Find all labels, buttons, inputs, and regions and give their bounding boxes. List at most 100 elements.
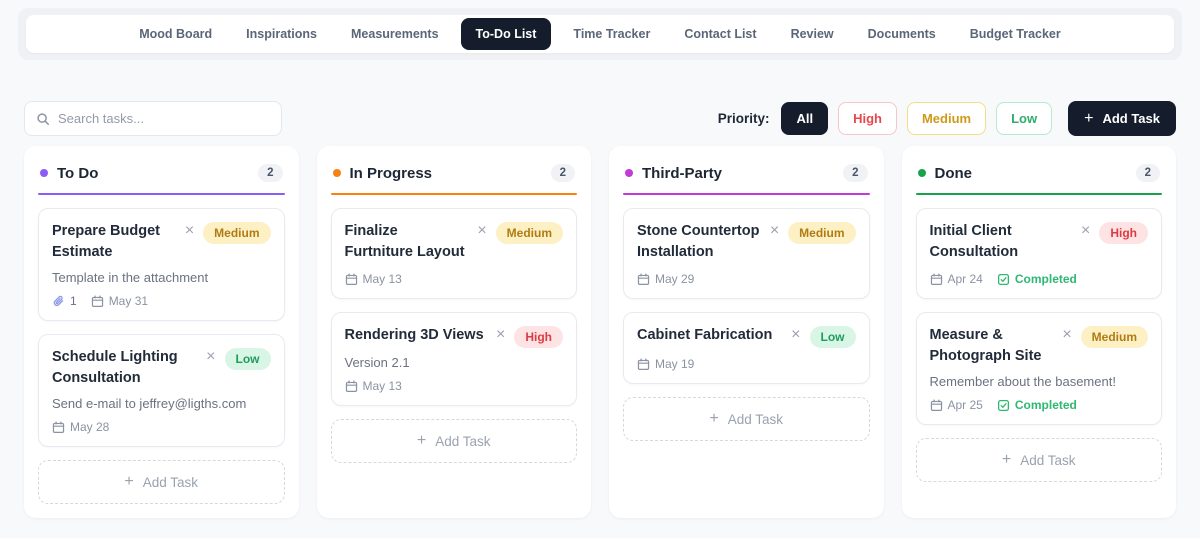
column-title: Third-Party bbox=[642, 164, 723, 182]
close-icon[interactable]: × bbox=[1080, 222, 1091, 239]
column-count-badge: 2 bbox=[843, 164, 868, 182]
tab-measurements[interactable]: Measurements bbox=[351, 27, 439, 41]
plus-icon: + bbox=[1001, 451, 1012, 469]
calendar-icon bbox=[930, 273, 943, 286]
column-title: To Do bbox=[57, 164, 99, 182]
task-title: Measure & Photograph Site bbox=[929, 327, 1042, 365]
tab-documents[interactable]: Documents bbox=[867, 27, 936, 41]
tab-time-tracker[interactable]: Time Tracker bbox=[573, 27, 651, 41]
add-task-button[interactable]: + Add Task bbox=[1068, 101, 1176, 136]
task-card[interactable]: Initial Client Consultation × High Apr 2… bbox=[915, 208, 1162, 300]
tab-budget-tracker[interactable]: Budget Tracker bbox=[969, 27, 1061, 41]
column-accent-line bbox=[330, 193, 577, 195]
column-add-task-button[interactable]: + Add Task bbox=[330, 419, 577, 464]
priority-badge: Medium bbox=[495, 222, 563, 244]
column-accent-line bbox=[38, 193, 285, 195]
completed-status: Completed bbox=[997, 272, 1077, 286]
tab-contact-list[interactable]: Contact List bbox=[684, 27, 757, 41]
plus-icon: + bbox=[416, 432, 427, 450]
close-icon[interactable]: × bbox=[184, 222, 195, 239]
close-icon[interactable]: × bbox=[206, 348, 216, 366]
attachment-count: 1 bbox=[52, 294, 77, 308]
task-title: Initial Client Consultation bbox=[929, 223, 1019, 261]
plus-icon: + bbox=[1084, 109, 1094, 127]
column-count-badge: 2 bbox=[550, 164, 575, 182]
column-header: In Progress 2 bbox=[331, 160, 578, 182]
tab-mood-board[interactable]: Mood Board bbox=[139, 27, 213, 41]
priority-badge: High bbox=[1099, 222, 1148, 244]
column-add-task-button[interactable]: + Add Task bbox=[623, 397, 870, 442]
tab-inspirations[interactable]: Inspirations bbox=[246, 27, 317, 41]
task-card[interactable]: Prepare Budget Estimate × Medium Templat… bbox=[38, 208, 285, 322]
task-title: Prepare Budget Estimate bbox=[52, 223, 160, 261]
task-card[interactable]: Measure & Photograph Site × Medium Remem… bbox=[915, 312, 1162, 426]
close-icon[interactable]: × bbox=[791, 326, 801, 344]
calendar-icon bbox=[637, 358, 650, 371]
due-date: May 29 bbox=[637, 272, 694, 286]
column-add-task-button[interactable]: + Add Task bbox=[38, 460, 285, 505]
calendar-icon bbox=[52, 421, 65, 434]
column-add-task-button[interactable]: + Add Task bbox=[915, 438, 1162, 483]
due-date: May 13 bbox=[345, 272, 402, 286]
plus-icon: + bbox=[709, 410, 719, 428]
task-title: Schedule Lighting Consultation bbox=[52, 349, 178, 387]
close-icon[interactable]: × bbox=[1062, 326, 1072, 344]
column-status-dot bbox=[917, 169, 926, 177]
priority-label: Priority: bbox=[717, 111, 770, 126]
filter-medium-button[interactable]: Medium bbox=[906, 102, 987, 135]
column-in-progress: In Progress 2 Finalize Furtniture Layout… bbox=[316, 146, 591, 519]
priority-badge: Medium bbox=[203, 222, 271, 244]
search-box[interactable] bbox=[24, 101, 282, 136]
filter-low-button[interactable]: Low bbox=[996, 102, 1053, 135]
due-date: May 13 bbox=[345, 379, 402, 393]
check-square-icon bbox=[997, 273, 1010, 286]
search-input[interactable] bbox=[58, 111, 270, 126]
add-task-label: Add Task bbox=[1102, 111, 1160, 126]
column-status-dot bbox=[332, 169, 341, 177]
column-header: Done 2 bbox=[916, 160, 1163, 182]
task-title: Cabinet Fabrication bbox=[637, 327, 773, 344]
task-title: Stone Countertop Installation bbox=[637, 223, 760, 261]
task-card[interactable]: Schedule Lighting Consultation × Low Sen… bbox=[38, 334, 285, 448]
task-description: Template in the attachment bbox=[52, 270, 209, 286]
task-title: Finalize Furtniture Layout bbox=[344, 223, 465, 261]
task-card[interactable]: Rendering 3D Views × High Version 2.1 Ma… bbox=[330, 312, 577, 407]
column-to-do: To Do 2 Prepare Budget Estimate × Medium… bbox=[24, 146, 299, 519]
priority-badge: Medium bbox=[1080, 326, 1148, 349]
column-header: To Do 2 bbox=[38, 160, 285, 182]
calendar-icon bbox=[637, 273, 650, 286]
calendar-icon bbox=[91, 295, 104, 308]
completed-status: Completed bbox=[997, 398, 1077, 412]
calendar-icon bbox=[345, 380, 358, 393]
close-icon[interactable]: × bbox=[495, 326, 506, 344]
task-description: Send e-mail to jeffrey@ligths.com bbox=[52, 396, 247, 412]
task-card[interactable]: Finalize Furtniture Layout × Medium May … bbox=[330, 208, 577, 300]
calendar-icon bbox=[930, 399, 943, 412]
column-status-dot bbox=[625, 169, 633, 177]
header-band: Mood Board Inspirations Measurements To-… bbox=[18, 8, 1182, 60]
priority-badge: Medium bbox=[788, 222, 856, 244]
task-description: Version 2.1 bbox=[344, 355, 410, 371]
filter-all-button[interactable]: All bbox=[781, 102, 829, 135]
due-date: Apr 24 bbox=[930, 272, 983, 286]
filter-high-button[interactable]: High bbox=[838, 102, 897, 135]
column-count-badge: 2 bbox=[1135, 164, 1160, 182]
priority-badge: Low bbox=[224, 348, 271, 371]
column-accent-line bbox=[915, 193, 1162, 195]
column-count-badge: 2 bbox=[258, 164, 283, 182]
check-square-icon bbox=[997, 399, 1010, 412]
close-icon[interactable]: × bbox=[477, 222, 487, 239]
task-description: Remember about the basement! bbox=[929, 374, 1116, 390]
tab-review[interactable]: Review bbox=[790, 27, 834, 41]
task-card[interactable]: Cabinet Fabrication × Low May 19 bbox=[623, 312, 870, 385]
priority-badge: High bbox=[514, 326, 563, 349]
due-date: May 28 bbox=[52, 420, 109, 434]
paperclip-icon bbox=[52, 295, 65, 308]
tab-to-do-list[interactable]: To-Do List bbox=[460, 18, 552, 50]
search-icon bbox=[36, 112, 50, 126]
task-card[interactable]: Stone Countertop Installation × Medium M… bbox=[623, 208, 870, 300]
kanban-board: To Do 2 Prepare Budget Estimate × Medium… bbox=[24, 146, 1176, 519]
close-icon[interactable]: × bbox=[769, 222, 780, 239]
column-status-dot bbox=[40, 169, 48, 177]
tab-bar: Mood Board Inspirations Measurements To-… bbox=[26, 15, 1174, 53]
